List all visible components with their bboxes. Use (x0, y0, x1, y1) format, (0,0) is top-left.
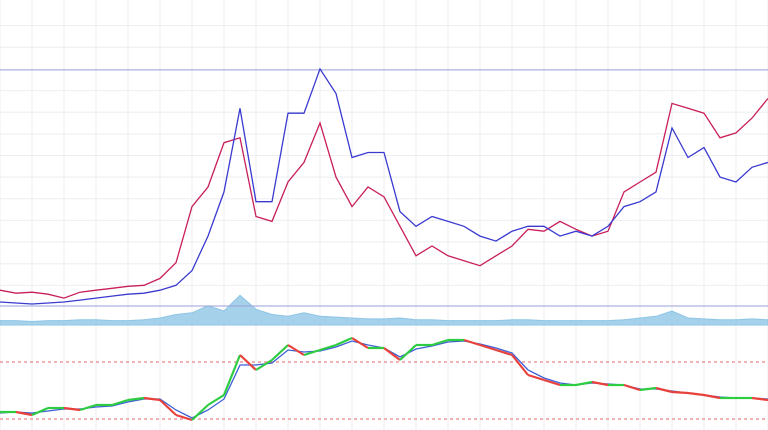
oscillator-segment (671, 390, 689, 395)
oscillator-segment (255, 359, 273, 371)
oscillator-segment (639, 386, 657, 392)
oscillator-segment (143, 396, 161, 402)
oscillator-segment (687, 391, 705, 397)
oscillator-segment (655, 386, 673, 394)
oscillator-segment (463, 338, 481, 347)
oscillator-segment (79, 403, 97, 412)
oscillator-segment (159, 399, 177, 416)
oscillator-segment (63, 406, 81, 412)
oscillator-segment (271, 344, 289, 361)
oscillator-segment (479, 343, 497, 352)
oscillator-segment (591, 380, 609, 387)
oscillator-segment (303, 348, 321, 357)
oscillator-segment (319, 343, 337, 352)
oscillator-segment (511, 354, 529, 376)
oscillator-segment (191, 404, 209, 421)
oscillator-segment (222, 354, 242, 396)
oscillator-segment (623, 383, 641, 392)
oscillator-segment (287, 344, 305, 356)
oscillator-segment (527, 373, 545, 382)
price-line (0, 97, 768, 299)
oscillator-segment (543, 378, 561, 387)
oscillator-segment (127, 396, 145, 402)
oscillator-segment (175, 413, 193, 422)
volume-area (0, 294, 768, 326)
oscillator-segment (431, 338, 449, 347)
oscillator-segment (351, 337, 369, 349)
oscillator-segment (399, 344, 417, 361)
oscillator-segment (111, 398, 129, 407)
price-line (0, 67, 768, 305)
oscillator-segment (575, 380, 593, 387)
oscillator-segment (15, 410, 33, 417)
oscillator-segment (383, 347, 401, 361)
oscillator-segment (207, 394, 225, 406)
oscillator-segment (703, 393, 721, 400)
oscillator-segment (335, 336, 353, 347)
oscillator-segment (31, 406, 49, 417)
oscillator-segment (751, 396, 768, 402)
oscillator-segment (495, 348, 513, 357)
oscillator-segment (239, 354, 257, 371)
